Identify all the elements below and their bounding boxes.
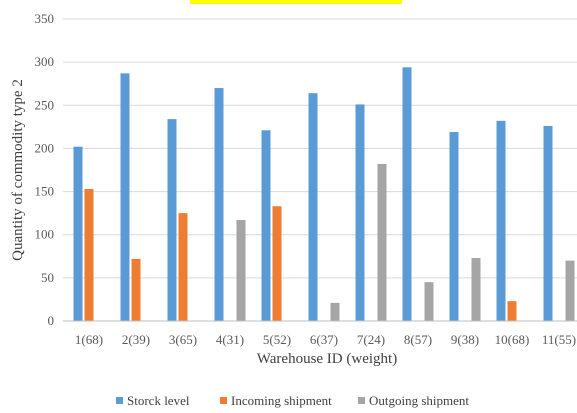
- bar: [214, 88, 224, 322]
- x-tick-label: 3(65): [169, 332, 197, 347]
- bar: [355, 104, 365, 322]
- x-tick-label: 5(52): [263, 332, 291, 347]
- y-tick-label: 0: [48, 313, 55, 328]
- y-axis-title: Quantity of commodity type 2: [10, 79, 26, 261]
- y-tick-label: 250: [35, 97, 55, 112]
- x-tick-label: 8(57): [404, 332, 432, 347]
- bar: [424, 282, 434, 321]
- gridlines: [63, 18, 577, 279]
- bar: [330, 302, 340, 321]
- legend-label: Incoming shipment: [231, 393, 332, 408]
- x-axis-ticks: 1(68) 2(39) 3(65) 4(31) 5(52) 6(37) 7(24) 8(57)…: [75, 332, 576, 347]
- x-tick-label: 1(68): [75, 332, 103, 347]
- bar: [167, 119, 177, 321]
- legend-swatch: [358, 397, 365, 404]
- y-tick-label: 150: [35, 184, 55, 199]
- bars: [73, 67, 575, 322]
- bar: [471, 258, 481, 321]
- bar: [507, 301, 517, 321]
- bar: [178, 213, 188, 321]
- bar: [131, 258, 141, 321]
- bar: [261, 130, 271, 321]
- bar: [73, 146, 83, 321]
- y-tick-label: 300: [35, 54, 55, 69]
- bar: [402, 67, 412, 321]
- bar: [272, 206, 282, 321]
- legend-label: Outgoing shipment: [369, 393, 469, 408]
- chart-title-highlight: [190, 0, 402, 4]
- bar: [449, 132, 459, 321]
- x-tick-label: 6(37): [310, 332, 338, 347]
- x-tick-label: 9(38): [451, 332, 479, 347]
- legend-swatch: [220, 397, 227, 404]
- x-axis-title: Warehouse ID (weight): [257, 351, 397, 367]
- bar: [84, 188, 94, 321]
- bar: [120, 73, 130, 321]
- bar: [565, 260, 575, 321]
- bar: [236, 220, 246, 321]
- x-tick-label: 4(31): [216, 332, 244, 347]
- bar: [308, 93, 318, 321]
- x-tick-label: 7(24): [357, 332, 385, 347]
- bar: [496, 120, 506, 322]
- y-tick-label: 100: [35, 227, 55, 242]
- bar: [543, 125, 553, 321]
- legend-swatch: [116, 397, 123, 404]
- y-tick-label: 350: [35, 11, 55, 26]
- y-tick-label: 200: [35, 140, 55, 155]
- x-tick-label: 2(39): [122, 332, 150, 347]
- legend-label: Storck level: [127, 393, 190, 408]
- x-tick-label: 11(55): [542, 332, 576, 347]
- y-tick-label: 50: [41, 270, 54, 285]
- x-tick-label: 10(68): [495, 332, 530, 347]
- legend: Storck level Incoming shipment Outgoing sh…: [116, 393, 469, 408]
- bar: [377, 163, 387, 321]
- y-axis-ticks: 0 50 100 150 200 250 300 350: [35, 11, 55, 328]
